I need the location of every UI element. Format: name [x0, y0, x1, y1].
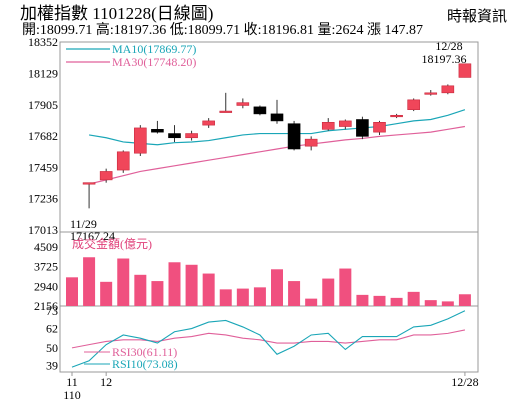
- volume-bar: [424, 300, 437, 306]
- volume-bar: [356, 294, 369, 306]
- price-tick-label: 17459: [28, 160, 58, 174]
- rsi-line-rsi30: [71, 329, 466, 349]
- rsi-tick-label: 73: [46, 304, 58, 318]
- x-tick-label: 12: [100, 375, 112, 389]
- volume-bar: [407, 291, 420, 306]
- chart-frame: [59, 41, 479, 373]
- ohlc-summary: 開:18099.71 高:18197.36 低:18099.71 收:18196…: [22, 23, 423, 38]
- candle: [168, 133, 181, 139]
- volume-bar: [185, 264, 198, 306]
- rsi-tick-label: 62: [46, 322, 58, 336]
- candle: [134, 127, 147, 154]
- price-tick-label: 18352: [28, 35, 58, 49]
- candle: [99, 171, 113, 181]
- candle: [339, 120, 352, 127]
- volume-bar: [253, 287, 266, 306]
- ma-line-ma30: [88, 125, 466, 185]
- legend-ma30: MA30(17748.20): [112, 55, 196, 69]
- price-tick-label: 17236: [28, 192, 58, 206]
- candle: [287, 123, 301, 150]
- candle: [185, 133, 198, 139]
- rsi-tick-label: 39: [46, 359, 58, 373]
- volume-bar: [288, 281, 301, 306]
- volume-bar: [168, 262, 181, 306]
- volume-tick-label: 2156: [34, 299, 58, 313]
- candle: [441, 85, 455, 94]
- volume-bar: [305, 298, 318, 306]
- candle: [304, 138, 318, 147]
- candle: [270, 113, 284, 122]
- volume-bar: [373, 295, 386, 306]
- legend-rsi30: RSI30(61.11): [112, 345, 177, 359]
- candle: [82, 182, 96, 185]
- low-date-annotation: 11/29: [70, 217, 97, 231]
- candle: [373, 122, 386, 133]
- candle: [253, 106, 267, 115]
- candle: [151, 129, 164, 133]
- price-tick-label: 17013: [28, 223, 58, 237]
- volume-tick-label: 4509: [34, 240, 58, 254]
- candle: [321, 122, 335, 130]
- volume-bar: [151, 281, 164, 306]
- price-tick-label: 18129: [28, 66, 58, 80]
- volume-bar: [322, 278, 335, 306]
- legend-ma10: MA10(17869.77): [112, 42, 196, 56]
- volume-bar: [117, 258, 130, 306]
- high-value-annotation: 18197.36: [422, 52, 467, 66]
- high-date-annotation: 12/28: [435, 39, 462, 53]
- volume-bar: [339, 268, 352, 306]
- volume-title: 成交金額(億元): [72, 236, 152, 251]
- candle: [356, 119, 369, 137]
- volume-bar: [219, 289, 232, 306]
- rsi-tick-label: 50: [46, 341, 58, 355]
- ma-line-ma10: [88, 109, 466, 146]
- legend-rsi10: RSI10(73.08): [112, 357, 178, 371]
- source-label: 時報資訊: [446, 9, 507, 25]
- volume-bar: [236, 288, 249, 306]
- volume-bar: [390, 297, 403, 306]
- candle: [390, 114, 403, 118]
- candle: [458, 63, 472, 78]
- rsi-line-rsi10: [71, 310, 466, 368]
- chart-title: 加權指數 1101228(日線圖): [20, 4, 214, 23]
- x-tick-label: 12/28: [451, 375, 478, 389]
- volume-bar: [83, 257, 96, 306]
- candle: [116, 151, 130, 171]
- volume-tick-label: 3725: [34, 260, 58, 274]
- candle: [236, 102, 250, 106]
- candle: [202, 120, 215, 126]
- candle: [424, 92, 438, 95]
- volume-bar: [100, 281, 113, 306]
- x-tick-sublabel: 110: [63, 388, 81, 402]
- volume-bar: [202, 273, 215, 306]
- volume-bar: [271, 269, 283, 306]
- price-tick-label: 17905: [28, 98, 58, 112]
- low-value-annotation: 17167.24: [70, 229, 115, 243]
- volume-tick-label: 2940: [34, 279, 58, 293]
- volume-bar: [441, 301, 454, 306]
- price-tick-label: 17682: [28, 129, 58, 143]
- volume-bar: [66, 277, 78, 306]
- volume-bar: [134, 274, 147, 306]
- volume-bar: [458, 294, 471, 306]
- candle: [407, 99, 420, 110]
- x-tick-label: 11: [66, 375, 78, 389]
- candle: [219, 110, 233, 113]
